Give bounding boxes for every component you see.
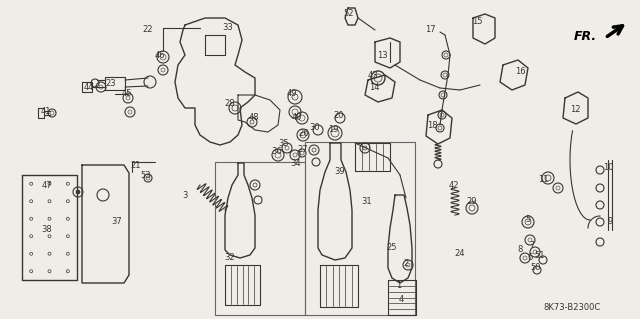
Text: 24: 24 bbox=[455, 249, 465, 258]
Text: 12: 12 bbox=[570, 106, 580, 115]
Text: 45: 45 bbox=[122, 88, 132, 98]
Text: 38: 38 bbox=[42, 225, 52, 234]
Text: 28: 28 bbox=[225, 99, 236, 108]
Text: 19: 19 bbox=[328, 125, 339, 135]
Text: 31: 31 bbox=[362, 197, 372, 206]
Text: 42: 42 bbox=[449, 181, 460, 189]
Text: 20: 20 bbox=[333, 110, 344, 120]
Text: 11: 11 bbox=[538, 175, 548, 184]
Text: 13: 13 bbox=[377, 50, 387, 60]
Text: 17: 17 bbox=[425, 26, 435, 34]
Text: 16: 16 bbox=[515, 68, 525, 77]
Text: 35: 35 bbox=[278, 139, 289, 149]
Text: 48: 48 bbox=[249, 114, 259, 122]
Text: 1: 1 bbox=[396, 280, 402, 290]
Text: 36: 36 bbox=[271, 147, 282, 157]
Text: 9: 9 bbox=[607, 218, 612, 226]
Text: 23: 23 bbox=[106, 78, 116, 87]
Text: 4: 4 bbox=[398, 295, 404, 305]
Text: 34: 34 bbox=[291, 159, 301, 167]
Text: 22: 22 bbox=[143, 26, 153, 34]
Text: 15: 15 bbox=[472, 18, 483, 26]
Text: 50: 50 bbox=[531, 263, 541, 272]
Text: 39: 39 bbox=[335, 167, 346, 176]
Text: 32: 32 bbox=[225, 254, 236, 263]
Text: 41: 41 bbox=[41, 108, 51, 116]
Text: 37: 37 bbox=[111, 218, 122, 226]
Text: 18: 18 bbox=[427, 121, 437, 130]
Text: 27: 27 bbox=[298, 145, 308, 154]
Text: 26: 26 bbox=[299, 129, 309, 137]
Text: 40: 40 bbox=[292, 114, 302, 122]
Text: 3: 3 bbox=[182, 190, 188, 199]
Text: 8: 8 bbox=[517, 246, 523, 255]
Text: 49: 49 bbox=[287, 88, 297, 98]
Text: 43: 43 bbox=[368, 70, 378, 79]
Text: 5: 5 bbox=[525, 216, 531, 225]
Text: 30: 30 bbox=[310, 123, 320, 132]
Text: 25: 25 bbox=[387, 242, 397, 251]
Text: 53: 53 bbox=[141, 170, 151, 180]
Text: 52: 52 bbox=[344, 10, 355, 19]
Text: 8K73-B2300C: 8K73-B2300C bbox=[543, 303, 600, 313]
Text: 7: 7 bbox=[529, 241, 534, 249]
Text: 46: 46 bbox=[155, 50, 165, 60]
Text: 10: 10 bbox=[603, 164, 613, 173]
Text: 33: 33 bbox=[223, 23, 234, 32]
Text: 2: 2 bbox=[403, 258, 408, 268]
Text: FR.: FR. bbox=[574, 29, 597, 42]
Text: 44: 44 bbox=[84, 83, 94, 92]
Text: 29: 29 bbox=[467, 197, 477, 206]
Text: 14: 14 bbox=[369, 84, 380, 93]
Text: 47: 47 bbox=[42, 181, 52, 189]
Ellipse shape bbox=[76, 190, 80, 194]
Text: 21: 21 bbox=[131, 160, 141, 169]
Text: 51: 51 bbox=[535, 250, 545, 259]
Text: 6: 6 bbox=[527, 254, 532, 263]
